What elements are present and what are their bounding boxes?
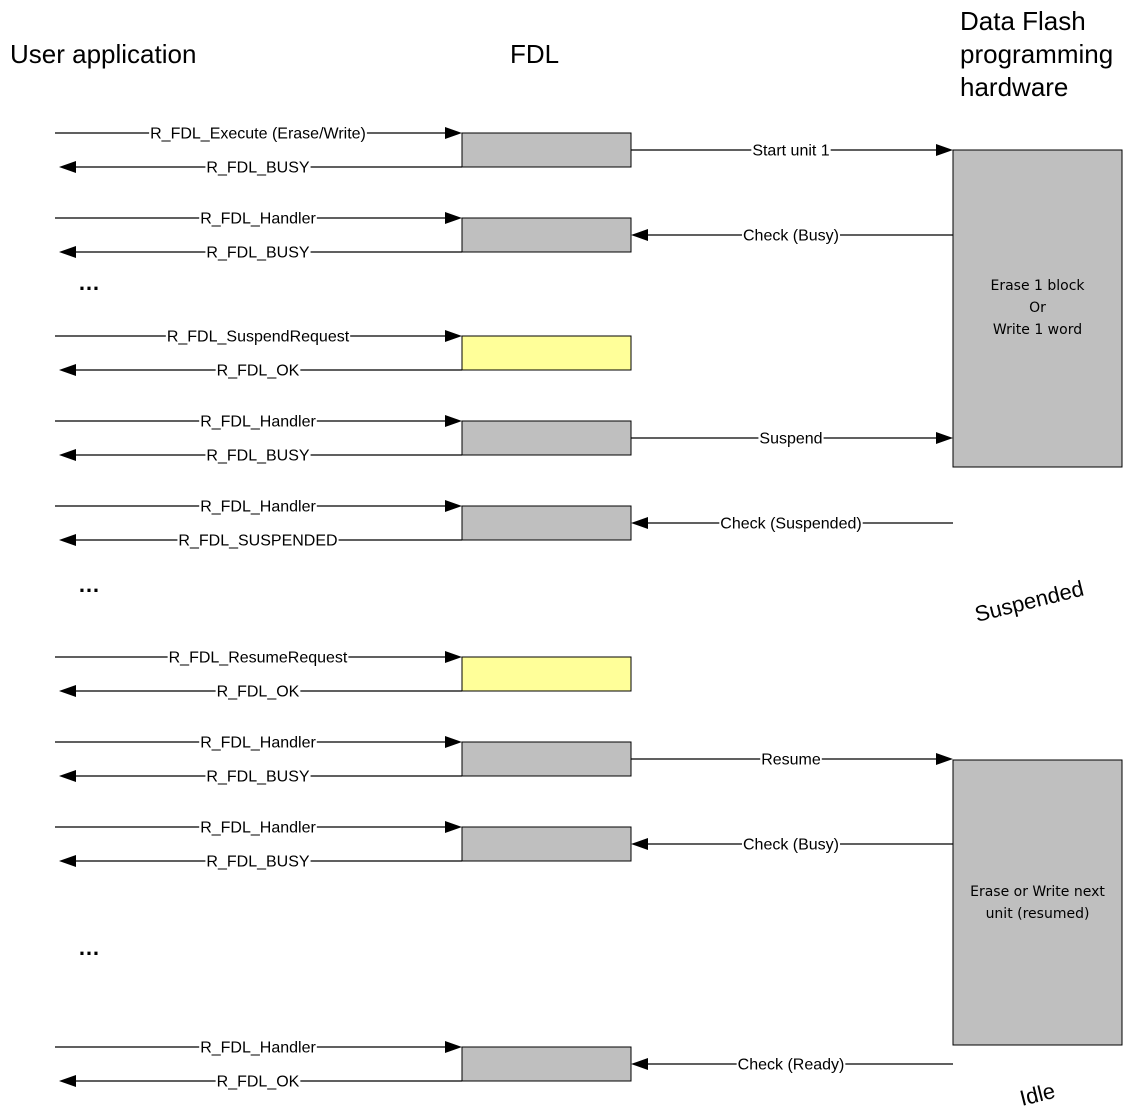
hardware-operation-text: Erase 1 block — [990, 278, 1085, 294]
return-arrow-arrowhead — [59, 685, 76, 697]
call-arrow-arrowhead — [445, 651, 462, 663]
fdl-request-box — [461, 335, 632, 371]
sequence-step: R_FDL_Handler R_FDL_BUSY Check (Busy) — [55, 211, 953, 262]
hw-command-arrow-arrowhead — [936, 432, 953, 444]
hw-status-arrow-label: Check (Busy) — [743, 228, 839, 245]
hw-status-arrow-arrowhead — [631, 1058, 648, 1070]
hw-status-arrow-label: Check (Ready) — [738, 1057, 845, 1074]
return-arrow-arrowhead — [59, 449, 76, 461]
sequence-step: R_FDL_Execute (Erase/Write) R_FDL_BUSY Sta… — [55, 126, 953, 177]
return-arrow-label: R_FDL_BUSY — [206, 160, 309, 177]
call-arrow-arrowhead — [445, 500, 462, 512]
call-arrow-label: R_FDL_Handler — [200, 735, 316, 752]
hw-status-arrow-label: Check (Suspended) — [720, 516, 861, 533]
return-arrow-label: R_FDL_BUSY — [206, 245, 309, 262]
call-arrow-label: R_FDL_Handler — [200, 211, 316, 228]
sequence-step: R_FDL_Handler R_FDL_OK Check (Ready) — [55, 1040, 953, 1091]
call-arrow-arrowhead — [445, 330, 462, 342]
sequence-step: R_FDL_SuspendRequest R_FDL_OK — [55, 329, 632, 380]
return-arrow-label: R_FDL_BUSY — [206, 854, 309, 871]
call-arrow-arrowhead — [445, 736, 462, 748]
state-suspended-label: Suspended — [972, 576, 1086, 627]
sequence-step: R_FDL_ResumeRequest R_FDL_OK — [55, 650, 632, 701]
hw-command-arrow-label: Start unit 1 — [752, 143, 829, 160]
return-arrow-label: R_FDL_BUSY — [206, 769, 309, 786]
sequence-step: R_FDL_Handler R_FDL_BUSY Resume — [55, 735, 953, 786]
fdl-processing-box — [461, 505, 632, 541]
call-arrow-label: R_FDL_SuspendRequest — [167, 329, 350, 346]
return-arrow-label: R_FDL_OK — [217, 684, 300, 701]
hardware-operation-block: Erase 1 block Or Write 1 word — [952, 149, 1123, 468]
fdl-processing-box — [461, 741, 632, 777]
call-arrow-arrowhead — [445, 1041, 462, 1053]
return-arrow-arrowhead — [59, 246, 76, 258]
return-arrow-arrowhead — [59, 161, 76, 173]
sequence-step: R_FDL_Handler R_FDL_BUSY Suspend — [55, 414, 953, 465]
sequence-step: R_FDL_Handler R_FDL_SUSPENDED Check (Suspe… — [55, 499, 953, 550]
hardware-operation-text: Write 1 word — [993, 322, 1082, 338]
hardware-header-line-3: hardware — [960, 72, 1068, 102]
fdl-processing-box — [461, 826, 632, 862]
return-arrow-label: R_FDL_SUSPENDED — [178, 533, 337, 550]
return-arrow-label: R_FDL_OK — [217, 363, 300, 380]
hw-status-arrow-arrowhead — [631, 838, 648, 850]
return-arrow-arrowhead — [59, 855, 76, 867]
hw-status-arrow-arrowhead — [631, 517, 648, 529]
call-arrow-arrowhead — [445, 821, 462, 833]
return-arrow-arrowhead — [59, 770, 76, 782]
fdl-processing-box — [461, 217, 632, 253]
call-arrow-label: R_FDL_ResumeRequest — [169, 650, 348, 667]
call-arrow-label: R_FDL_Handler — [200, 820, 316, 837]
hardware-operation-text: Or — [1029, 300, 1046, 316]
user-application-header: User application — [10, 39, 196, 69]
hardware-operation-block: Erase or Write next unit (resumed) — [952, 759, 1123, 1046]
hardware-operation-text: unit (resumed) — [986, 906, 1090, 922]
fdl-header: FDL — [510, 39, 559, 69]
return-arrow-arrowhead — [59, 534, 76, 546]
return-arrow-label: R_FDL_BUSY — [206, 448, 309, 465]
hw-command-arrow-label: Resume — [761, 752, 821, 769]
hardware-header-line-2: programming — [960, 39, 1113, 69]
call-arrow-label: R_FDL_Handler — [200, 414, 316, 431]
ellipsis-marker: … — [78, 270, 100, 295]
hardware-operation-text: Erase or Write next — [970, 884, 1105, 900]
fdl-processing-box — [461, 132, 632, 168]
call-arrow-label: R_FDL_Execute (Erase/Write) — [150, 126, 366, 143]
hardware-header-line-1: Data Flash — [960, 6, 1086, 36]
fdl-processing-box — [461, 1046, 632, 1082]
return-arrow-label: R_FDL_OK — [217, 1074, 300, 1091]
hw-command-arrow-label: Suspend — [759, 431, 822, 448]
state-idle-label: Idle — [1017, 1078, 1057, 1111]
sequence-rows: R_FDL_Execute (Erase/Write) R_FDL_BUSY Sta… — [55, 126, 953, 1091]
hw-command-arrow-arrowhead — [936, 144, 953, 156]
call-arrow-arrowhead — [445, 415, 462, 427]
fdl-processing-box — [461, 420, 632, 456]
hw-status-arrow-label: Check (Busy) — [743, 837, 839, 854]
call-arrow-arrowhead — [445, 212, 462, 224]
hw-status-arrow-arrowhead — [631, 229, 648, 241]
hardware-operation-box — [952, 149, 1123, 468]
call-arrow-arrowhead — [445, 127, 462, 139]
return-arrow-arrowhead — [59, 364, 76, 376]
call-arrow-label: R_FDL_Handler — [200, 499, 316, 516]
ellipsis-marker: … — [78, 572, 100, 597]
hardware-operation-box — [952, 759, 1123, 1046]
return-arrow-arrowhead — [59, 1075, 76, 1087]
call-arrow-label: R_FDL_Handler — [200, 1040, 316, 1057]
fdl-request-box — [461, 656, 632, 692]
ellipsis-marker: … — [78, 935, 100, 960]
hardware-blocks: Erase 1 block Or Write 1 word Erase or Writ… — [952, 149, 1123, 1046]
sequence-step: R_FDL_Handler R_FDL_BUSY Check (Busy) — [55, 820, 953, 871]
hw-command-arrow-arrowhead — [936, 753, 953, 765]
